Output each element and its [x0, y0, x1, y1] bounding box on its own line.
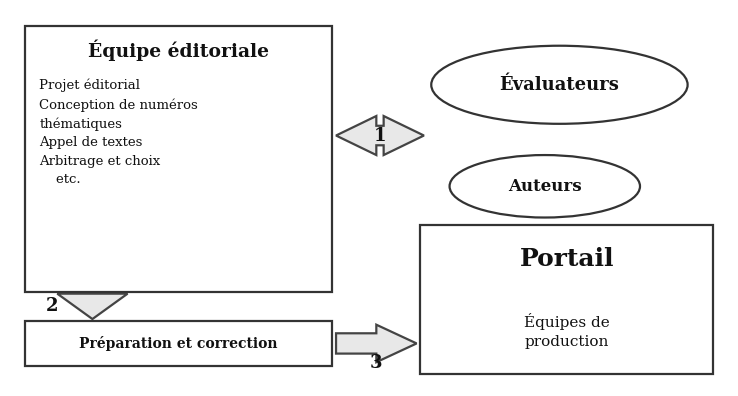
FancyBboxPatch shape: [25, 26, 332, 292]
Polygon shape: [58, 294, 128, 319]
Text: Préparation et correction: Préparation et correction: [79, 336, 277, 351]
FancyBboxPatch shape: [420, 225, 713, 374]
Text: Équipe éditoriale: Équipe éditoriale: [88, 40, 269, 61]
Text: 2: 2: [46, 297, 58, 315]
Polygon shape: [336, 116, 424, 155]
Polygon shape: [336, 325, 417, 362]
Text: Évaluateurs: Évaluateurs: [500, 76, 619, 94]
FancyBboxPatch shape: [25, 321, 332, 366]
Text: Projet éditorial
Conception de numéros
thématiques
Appel de textes
Arbitrage et : Projet éditorial Conception de numéros t…: [39, 79, 198, 187]
Text: Auteurs: Auteurs: [508, 178, 582, 195]
Text: Équipes de
production: Équipes de production: [524, 312, 610, 349]
Text: Portail: Portail: [520, 247, 614, 271]
Ellipse shape: [431, 46, 688, 124]
Text: 3: 3: [370, 354, 382, 372]
Text: 1: 1: [373, 127, 386, 145]
Ellipse shape: [449, 155, 640, 217]
